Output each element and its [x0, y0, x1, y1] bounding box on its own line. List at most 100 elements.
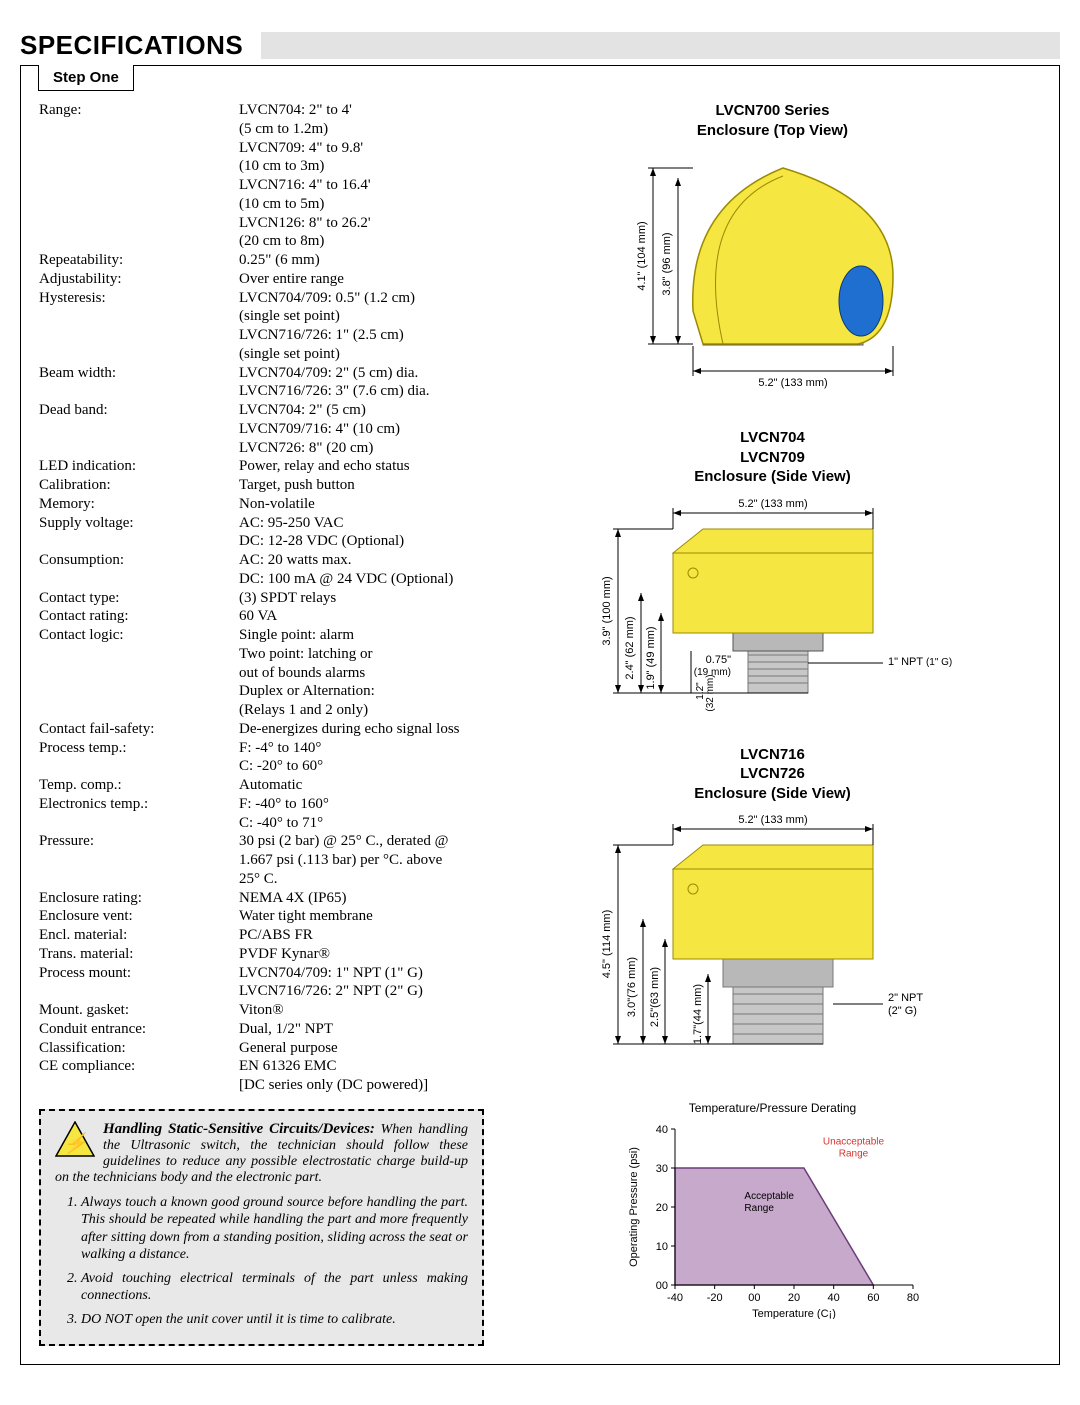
figure-top-view: LVCN700 Series Enclosure (Top View) — [504, 101, 1041, 410]
spec-value: Automatic — [239, 776, 484, 795]
svg-text:2" NPT: 2" NPT — [888, 992, 923, 1004]
spec-label: Calibration: — [39, 476, 239, 495]
svg-text:0.75": 0.75" — [705, 654, 730, 666]
svg-text:Range: Range — [838, 1149, 868, 1160]
spec-label: Mount. gasket: — [39, 1001, 239, 1020]
spec-label: Process temp.: — [39, 739, 239, 777]
spec-label: Contact logic: — [39, 626, 239, 720]
svg-text:Operating Pressure (psi): Operating Pressure (psi) — [628, 1147, 640, 1267]
right-column: LVCN700 Series Enclosure (Top View) — [504, 101, 1041, 1346]
spec-label: Trans. material: — [39, 945, 239, 964]
spec-label: Contact rating: — [39, 607, 239, 626]
spec-value: (3) SPDT relays — [239, 589, 484, 608]
spec-value: AC: 20 watts max. DC: 100 mA @ 24 VDC (O… — [239, 551, 484, 589]
svg-text:40: 40 — [827, 1292, 839, 1304]
note-item: DO NOT open the unit cover until it is t… — [81, 1311, 468, 1329]
note-list: Always touch a known good ground source … — [55, 1194, 468, 1329]
spec-value: General purpose — [239, 1039, 484, 1058]
svg-text:Range: Range — [744, 1203, 774, 1214]
svg-text:5.2" (133 mm): 5.2" (133 mm) — [738, 814, 807, 826]
spec-label: Hysteresis: — [39, 289, 239, 364]
spec-label: Adjustability: — [39, 270, 239, 289]
svg-text:40: 40 — [655, 1124, 667, 1136]
spec-label: Beam width: — [39, 364, 239, 402]
svg-text:Acceptable: Acceptable — [744, 1191, 794, 1202]
spec-label: Contact fail-safety: — [39, 720, 239, 739]
svg-text:1" NPT (1" G): 1" NPT (1" G) — [888, 656, 952, 668]
spec-label: Pressure: — [39, 832, 239, 888]
derating-chart-block: Temperature/Pressure Derating 00 10 20 30 40… — [504, 1101, 1041, 1323]
note-item: Avoid touching electrical terminals of t… — [81, 1270, 468, 1305]
spec-label: Range: — [39, 101, 239, 251]
svg-text:3.9" (100 mm): 3.9" (100 mm) — [601, 576, 613, 645]
svg-text:30: 30 — [655, 1163, 667, 1175]
spec-value: Viton® — [239, 1001, 484, 1020]
figure-side-a: LVCN704 LVCN709 Enclosure (Side View) — [504, 428, 1041, 727]
spec-container: Step One Range:LVCN704: 2" to 4' (5 cm t… — [20, 65, 1060, 1365]
svg-text:20: 20 — [655, 1202, 667, 1214]
spec-label: Temp. comp.: — [39, 776, 239, 795]
svg-text:3.0"(76 mm): 3.0"(76 mm) — [626, 957, 638, 1017]
svg-text:⚡: ⚡ — [63, 1131, 89, 1155]
svg-text:00: 00 — [748, 1292, 760, 1304]
side-a-svg: 5.2" (133 mm) 3.9" (100 mm) 2.4" (62 mm)… — [573, 493, 973, 723]
spec-label: LED indication: — [39, 457, 239, 476]
spec-value: LVCN704/709: 0.5" (1.2 cm) (single set p… — [239, 289, 484, 364]
spec-value: Non-volatile — [239, 495, 484, 514]
svg-text:80: 80 — [906, 1292, 918, 1304]
title-stripe — [261, 32, 1060, 59]
svg-text:4.5" (114 mm): 4.5" (114 mm) — [601, 910, 613, 979]
spec-value: 0.25" (6 mm) — [239, 251, 484, 270]
spec-value: Water tight membrane — [239, 907, 484, 926]
title-bar: SPECIFICATIONS — [20, 30, 1060, 61]
svg-text:1.9" (49 mm): 1.9" (49 mm) — [645, 626, 657, 689]
spec-label: Encl. material: — [39, 926, 239, 945]
top-view-svg: 5.2" (133 mm) 4.1" (104 mm) 3.8" (96 mm) — [593, 146, 953, 406]
svg-text:00: 00 — [655, 1280, 667, 1292]
figure-side-b: LVCN716 LVCN726 Enclosure (Side View) — [504, 745, 1041, 1084]
svg-text:5.2" (133 mm): 5.2" (133 mm) — [738, 498, 807, 510]
spec-label: CE compliance: — [39, 1057, 239, 1095]
fig-top-title-2: Enclosure (Top View) — [697, 122, 848, 139]
svg-text:20: 20 — [787, 1292, 799, 1304]
svg-text:60: 60 — [867, 1292, 879, 1304]
spec-label: Contact type: — [39, 589, 239, 608]
svg-text:Temperature (C¡): Temperature (C¡) — [752, 1308, 836, 1319]
spec-value: 60 VA — [239, 607, 484, 626]
page-title: SPECIFICATIONS — [20, 30, 261, 61]
spec-value: F: -40° to 160° C: -40° to 71° — [239, 795, 484, 833]
chart-title: Temperature/Pressure Derating — [504, 1101, 1041, 1115]
spec-table: Range:LVCN704: 2" to 4' (5 cm to 1.2m) L… — [39, 101, 484, 1095]
spec-value: EN 61326 EMC [DC series only (DC powered… — [239, 1057, 484, 1095]
derating-chart: 00 10 20 30 40 -40 -20 00 20 40 60 80 Temperature (C… — [623, 1119, 923, 1319]
spec-value: Target, push button — [239, 476, 484, 495]
note-item: Always touch a known good ground source … — [81, 1194, 468, 1264]
svg-text:-20: -20 — [706, 1292, 722, 1304]
spec-value: De-energizes during echo signal loss — [239, 720, 484, 739]
spec-label: Enclosure vent: — [39, 907, 239, 926]
static-note-box: ⚡ Handling Static-Sensitive Circuits/Dev… — [39, 1109, 484, 1347]
spec-value: Single point: alarm Two point: latching … — [239, 626, 484, 720]
spec-label: Supply voltage: — [39, 514, 239, 552]
svg-text:-40: -40 — [667, 1292, 683, 1304]
spec-value: NEMA 4X (IP65) — [239, 889, 484, 908]
spec-label: Memory: — [39, 495, 239, 514]
svg-text:2.4" (62 mm): 2.4" (62 mm) — [624, 616, 636, 679]
spec-label: Enclosure rating: — [39, 889, 239, 908]
svg-text:(19 mm): (19 mm) — [693, 667, 730, 678]
svg-text:10: 10 — [655, 1241, 667, 1253]
spec-label: Conduit entrance: — [39, 1020, 239, 1039]
spec-value: AC: 95-250 VAC DC: 12-28 VDC (Optional) — [239, 514, 484, 552]
spec-value: LVCN704: 2" to 4' (5 cm to 1.2m) LVCN709… — [239, 101, 484, 251]
spec-value: PC/ABS FR — [239, 926, 484, 945]
spec-value: Dual, 1/2" NPT — [239, 1020, 484, 1039]
step-tab: Step One — [38, 65, 134, 91]
fig-top-title-1: LVCN700 Series — [716, 102, 830, 119]
spec-value: LVCN704/709: 2" (5 cm) dia. LVCN716/726:… — [239, 364, 484, 402]
left-column: Range:LVCN704: 2" to 4' (5 cm to 1.2m) L… — [39, 101, 484, 1346]
svg-text:Unacceptable: Unacceptable — [822, 1137, 884, 1148]
note-title: Handling Static-Sensitive Circuits/Devic… — [103, 1121, 375, 1137]
spec-value: PVDF Kynar® — [239, 945, 484, 964]
spec-label: Dead band: — [39, 401, 239, 457]
svg-text:2.5"(63 mm): 2.5"(63 mm) — [649, 967, 661, 1027]
